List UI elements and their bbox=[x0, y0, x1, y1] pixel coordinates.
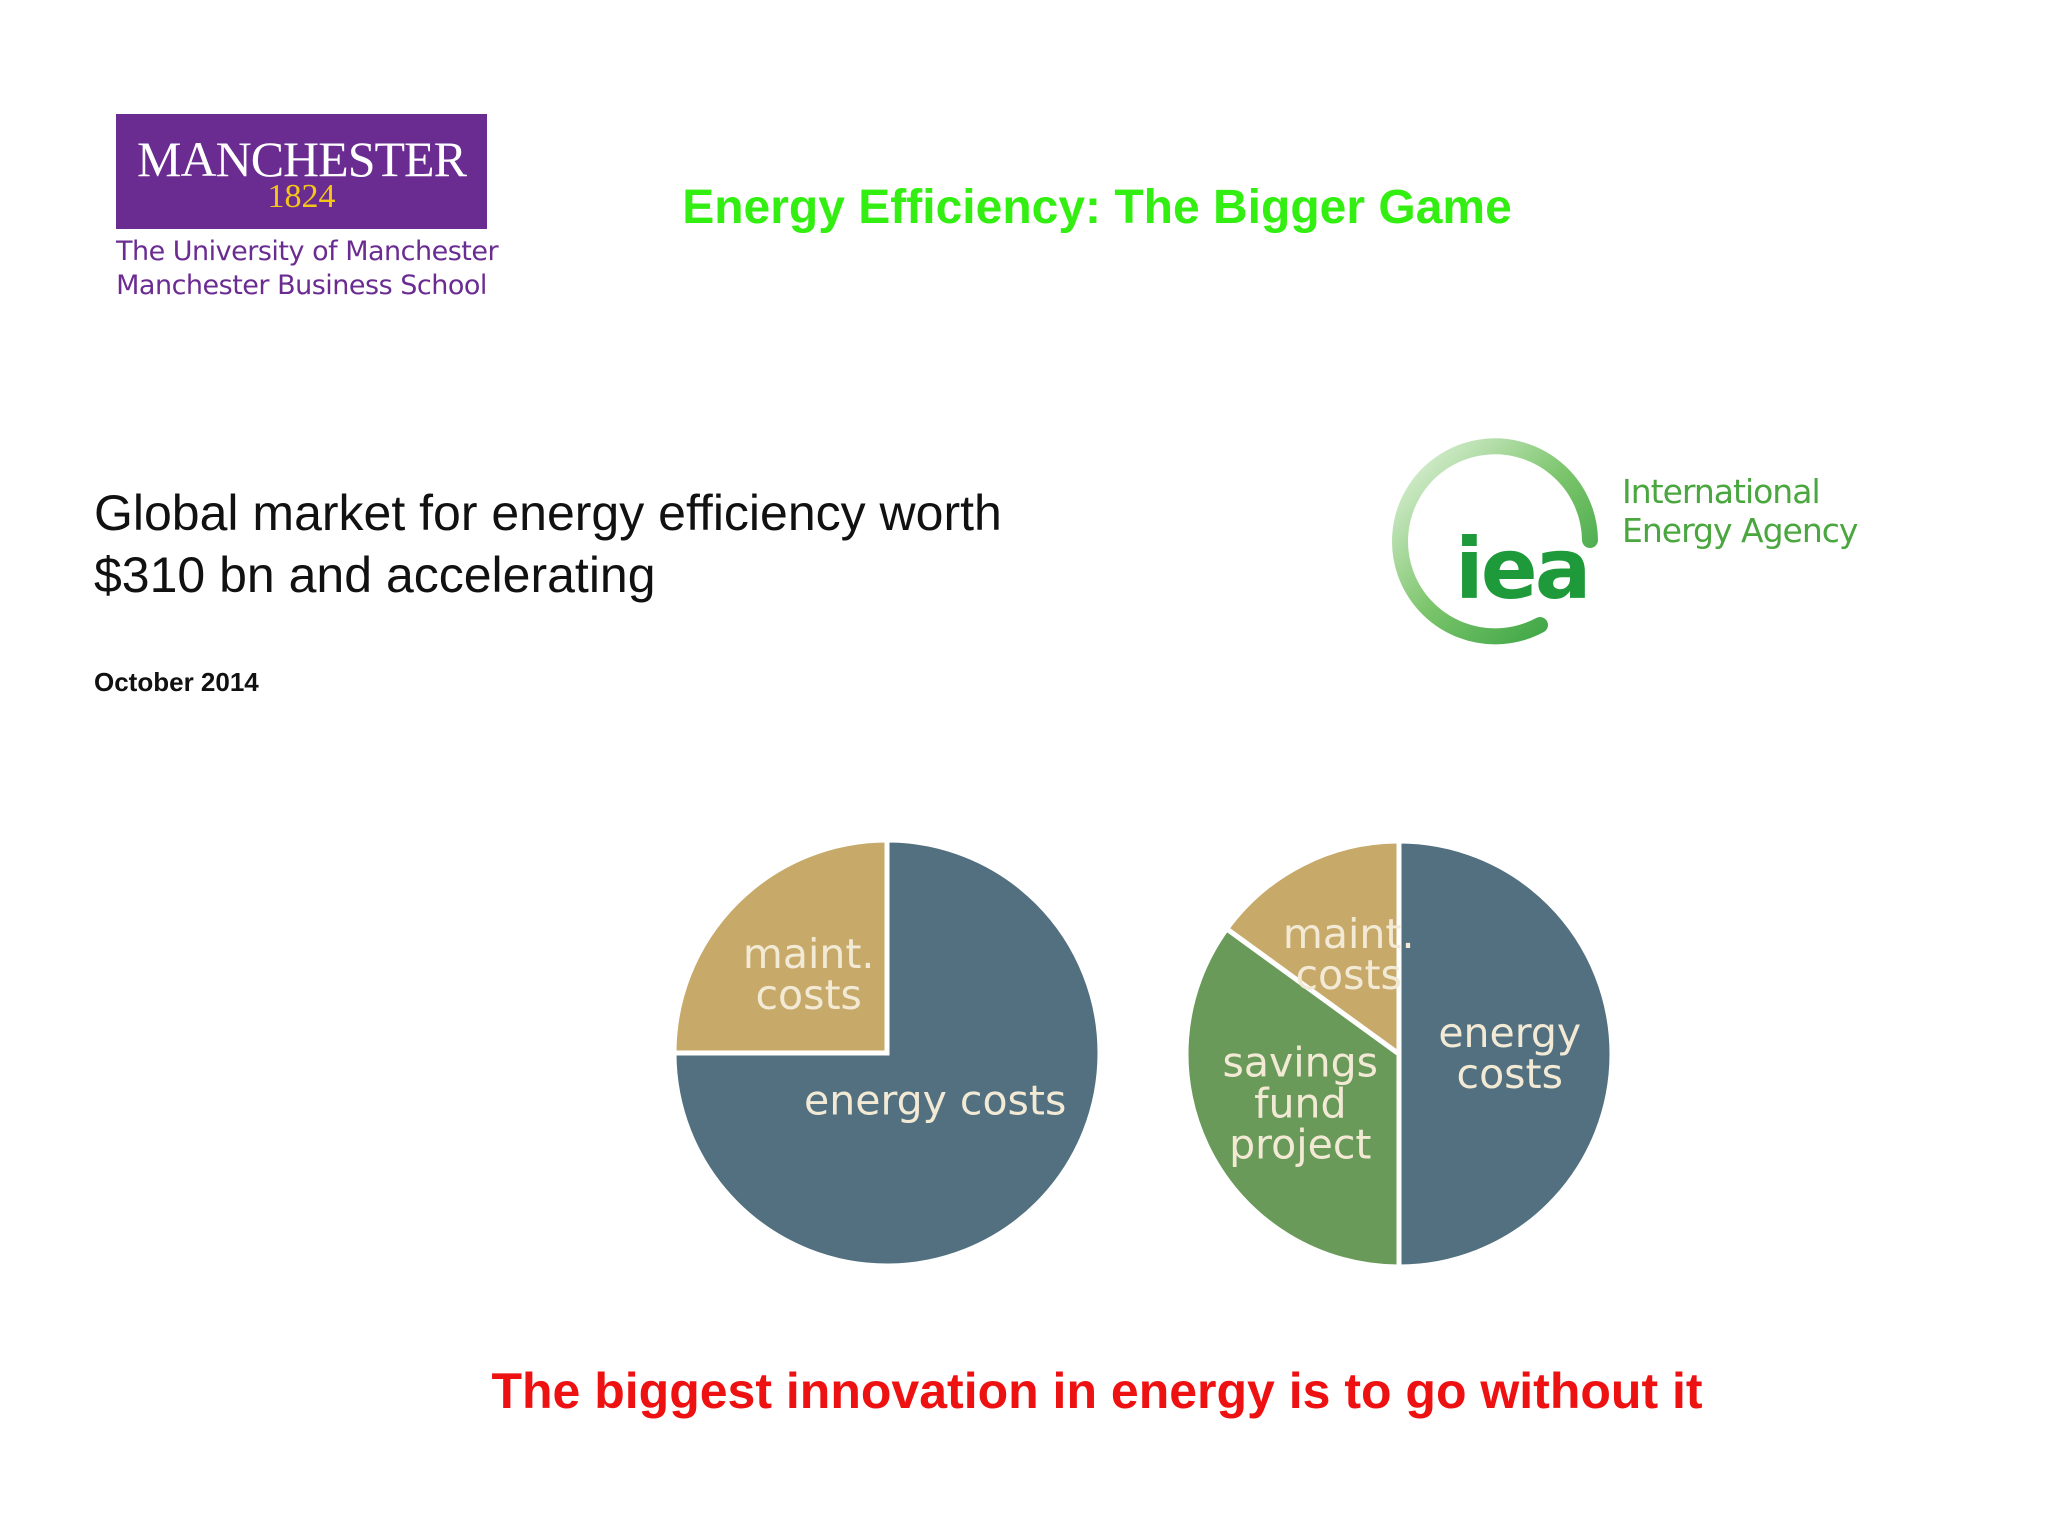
iea-ring bbox=[1392, 438, 1598, 645]
slice-label: maint. costs bbox=[1282, 910, 1415, 1000]
pie-slice bbox=[671, 837, 890, 1056]
logo-line: Manchester Business School bbox=[116, 270, 487, 301]
pie-slice bbox=[1183, 925, 1402, 1270]
pie-slice bbox=[1223, 838, 1402, 1059]
slice-label: energy costs bbox=[1438, 1009, 1582, 1098]
footer-slogan: The biggest innovation in energy is to g… bbox=[491, 1363, 1703, 1419]
slide-title: Energy Efficiency: The Bigger Game bbox=[682, 181, 1512, 234]
pie-slice bbox=[1396, 838, 1615, 1270]
slice-label: energy costs bbox=[804, 1076, 1067, 1125]
university-logo: MANCHESTER 1824 bbox=[116, 114, 487, 229]
slice-label: savings fund project bbox=[1222, 1038, 1379, 1169]
logo-name: MANCHESTER bbox=[137, 131, 467, 187]
logo-year: 1824 bbox=[267, 178, 336, 215]
iea-name: International bbox=[1622, 472, 1821, 511]
headline: $310 bn and accelerating bbox=[94, 547, 656, 603]
logo-line: The University of Manchester bbox=[116, 236, 499, 267]
iea-name: Energy Agency bbox=[1622, 511, 1858, 550]
iea-mark: iea bbox=[1455, 520, 1591, 618]
date: October 2014 bbox=[94, 667, 259, 697]
slice-label: maint. costs bbox=[742, 929, 875, 1019]
pie-slice bbox=[671, 837, 1103, 1269]
headline: Global market for energy efficiency wort… bbox=[94, 485, 1002, 541]
